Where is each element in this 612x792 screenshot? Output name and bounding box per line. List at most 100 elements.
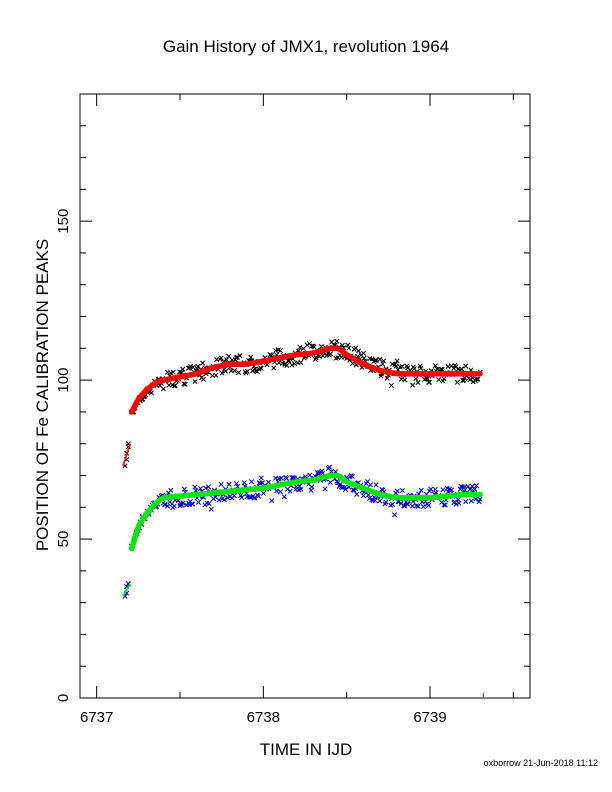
x-tick-label: 6737 (80, 709, 113, 726)
data-point-marker (377, 356, 383, 362)
data-point-marker (399, 487, 405, 494)
data-point-marker (410, 382, 416, 388)
data-point-marker (384, 375, 390, 381)
data-point-marker (326, 464, 333, 470)
data-point-marker (190, 364, 196, 370)
data-point-marker (441, 376, 447, 382)
data-point-marker (360, 350, 367, 356)
data-point-marker (148, 390, 154, 396)
data-point-marker (200, 376, 207, 382)
fit-curve (128, 345, 483, 415)
data-point-marker (468, 498, 474, 504)
data-point-marker (409, 503, 416, 509)
data-point-marker (213, 372, 219, 378)
data-point-marker (354, 491, 360, 497)
data-point-marker (165, 503, 171, 509)
data-point-marker (425, 376, 431, 382)
y-tick-label: 0 (55, 694, 72, 702)
data-point-marker (170, 369, 176, 375)
data-point-marker (223, 368, 229, 374)
axis-ticks (80, 93, 530, 699)
start-fit-segment (122, 583, 132, 597)
data-point-marker (206, 500, 212, 506)
data-point-marker (284, 362, 290, 368)
data-point-marker (372, 497, 378, 504)
data-point-marker (258, 475, 264, 481)
data-point-marker (226, 481, 232, 487)
data-point-marker (244, 368, 250, 374)
data-point-marker (237, 353, 243, 359)
data-point-marker (248, 354, 254, 360)
data-point-marker (192, 484, 198, 490)
data-point-marker (255, 493, 262, 499)
data-point-marker (253, 368, 259, 374)
data-point-marker (181, 486, 187, 492)
data-point-marker (289, 362, 295, 368)
y-axis-label: POSITION OF Fe CALIBRATION PEAKS (33, 239, 52, 551)
data-point-marker (216, 497, 222, 503)
data-point-marker (304, 342, 310, 348)
data-point-marker (298, 359, 304, 366)
data-point-marker (394, 358, 400, 364)
data-point-marker (473, 483, 480, 489)
data-point-marker (307, 472, 313, 478)
data-point-marker (337, 481, 343, 487)
data-point-marker (463, 363, 469, 369)
data-point-marker (360, 493, 367, 499)
data-point-marker (233, 481, 240, 487)
data-point-marker (208, 506, 214, 512)
data-point-marker (420, 504, 426, 510)
x-tick-label: 6739 (413, 709, 446, 726)
plot-area (79, 93, 531, 699)
data-point-marker (425, 502, 432, 509)
data-point-marker (205, 484, 211, 490)
data-point-marker (283, 475, 290, 482)
data-point-marker (434, 366, 440, 372)
data-point-marker (380, 361, 386, 367)
data-point-marker (356, 348, 362, 354)
chart-title: Gain History of JMX1, revolution 1964 (163, 37, 449, 56)
data-point-marker (463, 498, 469, 505)
data-point-marker (405, 501, 411, 507)
data-point-marker (456, 500, 462, 506)
data-point-marker (218, 481, 224, 487)
data-point-marker (195, 499, 201, 505)
data-point-marker (346, 345, 352, 351)
data-point-marker (190, 501, 196, 507)
data-point-marker (327, 351, 334, 357)
data-point-marker (312, 356, 318, 362)
data-point-marker (413, 503, 420, 509)
data-point-marker (373, 482, 379, 488)
data-point-marker (277, 348, 283, 354)
data-point-marker (162, 502, 168, 508)
data-point-marker (265, 479, 271, 485)
data-point-marker (342, 486, 349, 493)
data-point-marker (361, 355, 367, 361)
data-point-marker (297, 344, 303, 350)
data-point-marker (277, 489, 283, 495)
data-point-marker (339, 342, 345, 348)
data-point-marker (448, 487, 454, 493)
data-point-marker (200, 360, 206, 366)
x-axis-label: TIME IN IJD (260, 740, 353, 759)
data-point-marker (441, 502, 447, 508)
data-point-marker (231, 493, 237, 499)
data-point-marker (234, 354, 240, 360)
x-tick-label: 6738 (247, 709, 280, 726)
data-point-marker (477, 496, 483, 502)
data-point-marker (160, 386, 166, 392)
data-point-marker (377, 498, 383, 504)
data-point-marker (269, 498, 275, 504)
data-point-marker (368, 482, 374, 488)
fit-curves (122, 345, 484, 697)
data-point-marker (432, 363, 439, 369)
data-point-marker (392, 512, 398, 518)
data-point-marker (436, 377, 442, 383)
y-tick-label: 50 (55, 531, 72, 548)
data-point-marker (203, 485, 209, 491)
data-point-marker (394, 488, 400, 494)
data-point-marker (221, 497, 227, 503)
data-point-marker (172, 383, 178, 389)
data-point-marker (345, 342, 351, 348)
